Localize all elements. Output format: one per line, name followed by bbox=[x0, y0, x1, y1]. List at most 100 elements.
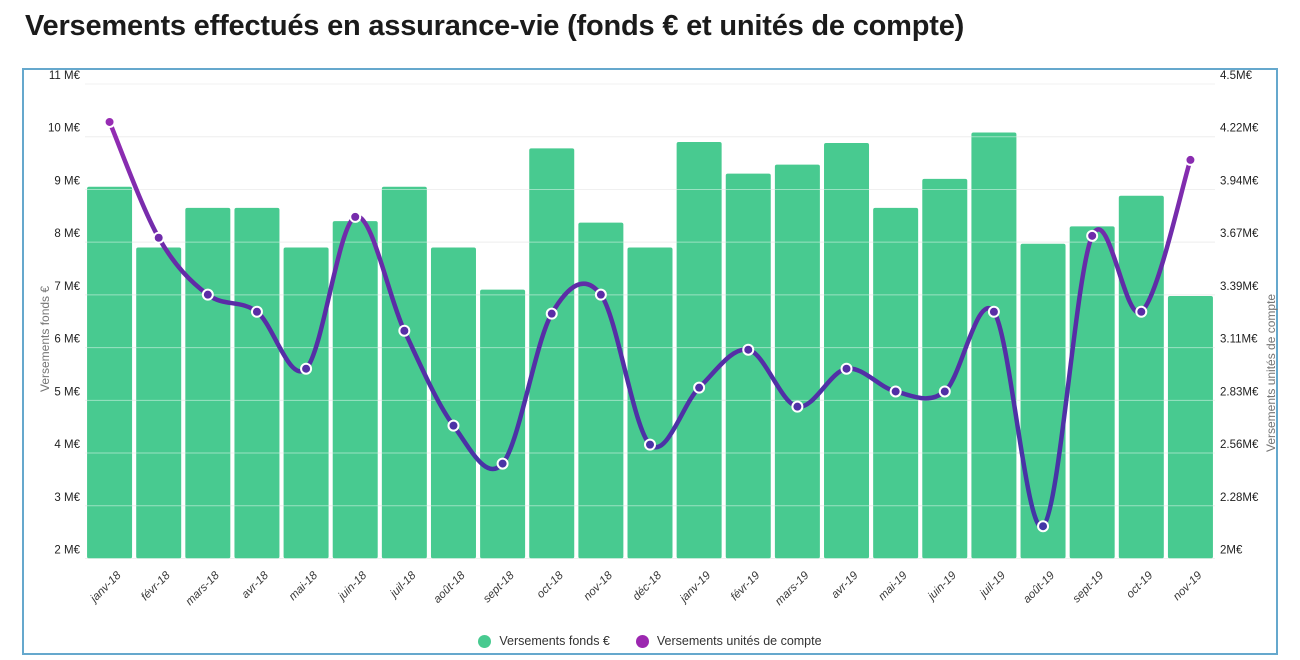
point-avr-18[interactable] bbox=[250, 305, 263, 318]
x-axis-label: avr-19 bbox=[829, 569, 861, 601]
y-axis-label-right: 2.28M€ bbox=[1220, 492, 1259, 504]
point-déc-18[interactable] bbox=[644, 438, 656, 451]
bar-janv-19[interactable] bbox=[676, 141, 722, 559]
x-axis-label: juil-19 bbox=[976, 569, 1008, 601]
page-title: Versements effectués en assurance-vie (f… bbox=[25, 10, 965, 42]
bar-sept-18[interactable] bbox=[480, 289, 526, 559]
chart-canvas: 11 M€ 4.5M€ 10 M€ 4.22M€ 9 M€ 3.94M€ 8 M€ 3.67M… bbox=[48, 70, 1259, 608]
point-févr-18[interactable] bbox=[152, 231, 165, 244]
point-août-19[interactable] bbox=[1037, 520, 1050, 533]
x-axis-label: avr-18 bbox=[240, 569, 272, 601]
y-axis-label-left: 5 M€ bbox=[54, 386, 80, 398]
left-axis-title: Versements fonds € bbox=[38, 285, 52, 392]
x-axis-label: juin-19 bbox=[925, 569, 960, 604]
bar-nov-18[interactable] bbox=[578, 222, 624, 559]
point-oct-18[interactable] bbox=[545, 307, 558, 320]
y-axis-label-right: 3.94M€ bbox=[1220, 175, 1259, 187]
x-axis-label: déc-18 bbox=[631, 569, 665, 603]
legend-label-uc: Versements unités de compte bbox=[656, 634, 822, 648]
bar-oct-18[interactable] bbox=[529, 148, 575, 559]
point-nov-18[interactable] bbox=[594, 288, 607, 301]
x-axis-label: juil-18 bbox=[387, 569, 419, 601]
y-axis-label-right: 4.22M€ bbox=[1220, 123, 1259, 135]
bar-juil-18[interactable] bbox=[381, 186, 427, 559]
y-axis-label-right: 2.56M€ bbox=[1220, 439, 1259, 451]
point-juil-19[interactable] bbox=[987, 305, 1000, 318]
y-axis-label-right: 4.5M€ bbox=[1220, 70, 1253, 82]
x-axis-label: août-18 bbox=[432, 569, 468, 605]
point-mars-19[interactable] bbox=[791, 400, 804, 413]
bar-juil-19[interactable] bbox=[971, 132, 1017, 559]
x-axis-label: mai-18 bbox=[287, 569, 321, 603]
point-juin-18[interactable] bbox=[349, 210, 362, 223]
legend-dot-uc-icon bbox=[635, 634, 649, 648]
x-axis-label: nov-19 bbox=[1171, 569, 1205, 603]
right-axis-title: Versements unités de compte bbox=[1264, 293, 1278, 452]
y-axis-label-left: 9 M€ bbox=[54, 175, 80, 187]
point-janv-18[interactable] bbox=[103, 115, 116, 128]
point-nov-19[interactable] bbox=[1184, 153, 1197, 166]
bar-mai-19[interactable] bbox=[873, 207, 919, 559]
y-axis-label-left: 11 M€ bbox=[49, 70, 81, 82]
x-axis-label: oct-18 bbox=[535, 569, 567, 601]
point-août-18[interactable] bbox=[447, 419, 460, 432]
y-axis-label-left: 10 M€ bbox=[48, 123, 81, 135]
legend-item-fonds: Versements fonds € bbox=[478, 634, 610, 648]
y-axis-label-left: 4 M€ bbox=[54, 439, 80, 451]
bar-févr-19[interactable] bbox=[725, 173, 771, 559]
legend-item-uc: Versements unités de compte bbox=[635, 634, 822, 648]
point-mai-18[interactable] bbox=[300, 362, 313, 375]
point-janv-19[interactable] bbox=[693, 381, 706, 394]
y-axis-label-left: 2 M€ bbox=[54, 545, 80, 557]
x-axis-label: mars-19 bbox=[773, 569, 812, 608]
bar-févr-18[interactable] bbox=[136, 247, 182, 559]
y-axis-label-right: 3.39M€ bbox=[1220, 281, 1259, 293]
x-axis-label: juin-18 bbox=[335, 569, 370, 604]
legend-dot-fonds-icon bbox=[478, 634, 492, 648]
x-axis-label: mai-19 bbox=[876, 569, 910, 603]
y-axis-label-right: 2M€ bbox=[1220, 545, 1243, 557]
bar-déc-18[interactable] bbox=[627, 247, 673, 559]
x-axis-label: févr-19 bbox=[729, 569, 763, 603]
x-axis-label: sept-19 bbox=[1071, 569, 1107, 605]
x-axis-label: nov-18 bbox=[582, 569, 616, 603]
bar-août-19[interactable] bbox=[1020, 243, 1066, 559]
legend-label-fonds: Versements fonds € bbox=[499, 634, 610, 648]
bar-juin-18[interactable] bbox=[332, 221, 378, 559]
y-axis-label-left: 8 M€ bbox=[54, 228, 80, 240]
point-juil-18[interactable] bbox=[398, 324, 411, 337]
y-axis-label-right: 3.11M€ bbox=[1220, 334, 1258, 346]
y-axis-label-right: 3.67M€ bbox=[1220, 228, 1259, 240]
bar-mai-18[interactable] bbox=[283, 247, 329, 559]
point-févr-19[interactable] bbox=[742, 343, 755, 356]
legend: Versements fonds € Versements unités de … bbox=[24, 634, 1276, 648]
y-axis-label-left: 7 M€ bbox=[54, 281, 80, 293]
bar-avr-19[interactable] bbox=[824, 143, 870, 559]
y-axis-label-left: 6 M€ bbox=[54, 334, 80, 346]
x-axis-label: mars-18 bbox=[184, 569, 223, 608]
bar-avr-18[interactable] bbox=[234, 207, 280, 559]
x-axis-label: janv-18 bbox=[87, 569, 124, 606]
x-axis-label: févr-18 bbox=[139, 569, 173, 603]
chart-card: 11 M€ 4.5M€ 10 M€ 4.22M€ 9 M€ 3.94M€ 8 M€ 3.67M… bbox=[22, 68, 1278, 655]
y-axis-label-right: 2.83M€ bbox=[1220, 386, 1259, 398]
bar-oct-19[interactable] bbox=[1118, 195, 1164, 559]
x-axis-label: août-19 bbox=[1021, 569, 1057, 605]
bar-août-18[interactable] bbox=[430, 247, 476, 559]
point-mai-19[interactable] bbox=[889, 385, 902, 398]
point-avr-19[interactable] bbox=[840, 362, 853, 375]
bar-mars-18[interactable] bbox=[185, 207, 231, 559]
point-juin-19[interactable] bbox=[938, 385, 951, 398]
point-oct-19[interactable] bbox=[1135, 305, 1148, 318]
x-axis-label: janv-19 bbox=[677, 569, 714, 606]
point-mars-18[interactable] bbox=[201, 288, 214, 301]
point-sept-19[interactable] bbox=[1086, 229, 1099, 242]
bar-nov-19[interactable] bbox=[1167, 295, 1213, 559]
bar-juin-19[interactable] bbox=[922, 178, 968, 559]
y-axis-label-left: 3 M€ bbox=[54, 492, 80, 504]
x-axis-label: sept-18 bbox=[481, 569, 517, 605]
bar-sept-19[interactable] bbox=[1069, 226, 1115, 559]
bar-mars-19[interactable] bbox=[774, 164, 820, 559]
point-sept-18[interactable] bbox=[496, 457, 509, 470]
bar-janv-18[interactable] bbox=[87, 186, 133, 559]
